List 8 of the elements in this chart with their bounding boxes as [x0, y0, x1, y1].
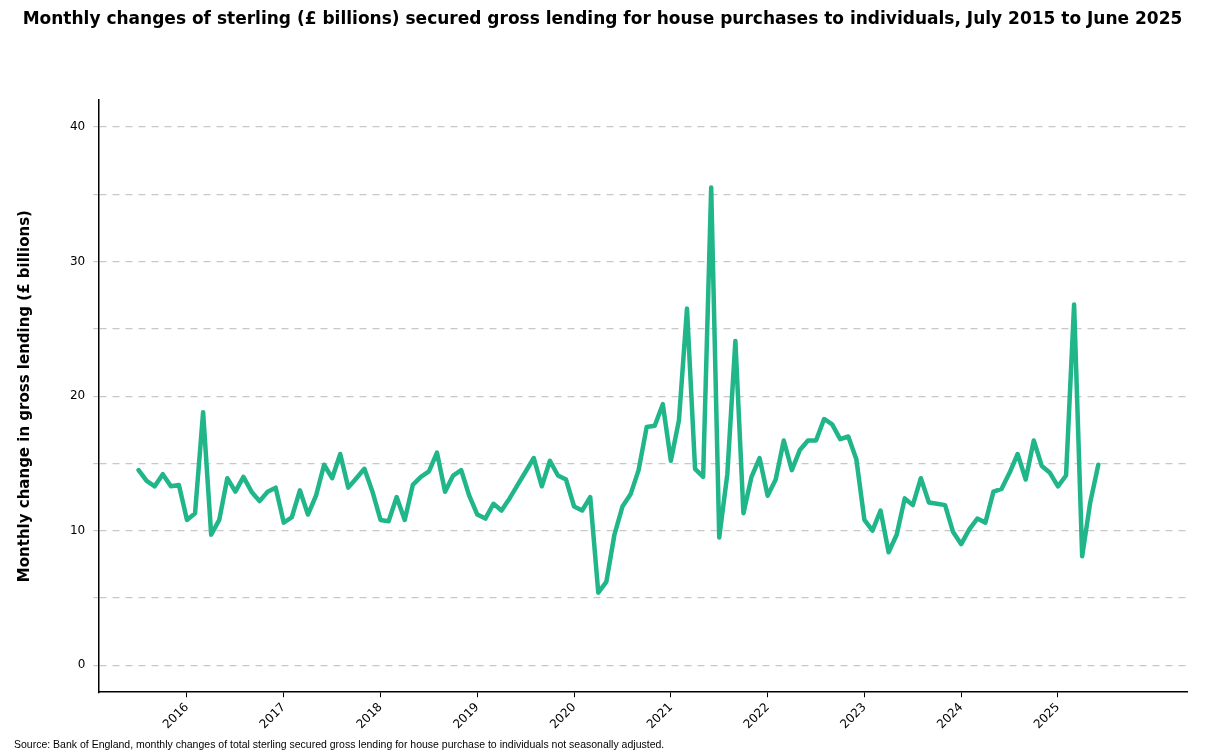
y-tick-label: 0 [77, 657, 86, 672]
y-tick-label: 10 [69, 522, 86, 537]
y-tick-label: 20 [69, 388, 86, 403]
chart-title: Monthly changes of sterling (£ billions) secured gross lending for house purchases to individuals, July 2015 to June 2025 [21, 8, 1184, 28]
y-tick-label: 30 [69, 253, 86, 268]
source-note: Source: Bank of England, monthly changes of total sterling secured gross lending for house purchase to individuals not seasonally adjusted. [14, 738, 665, 750]
y-tick-label: 40 [69, 119, 86, 134]
y-axis-title: Monthly change in gross lending (£ billions) [14, 210, 33, 583]
